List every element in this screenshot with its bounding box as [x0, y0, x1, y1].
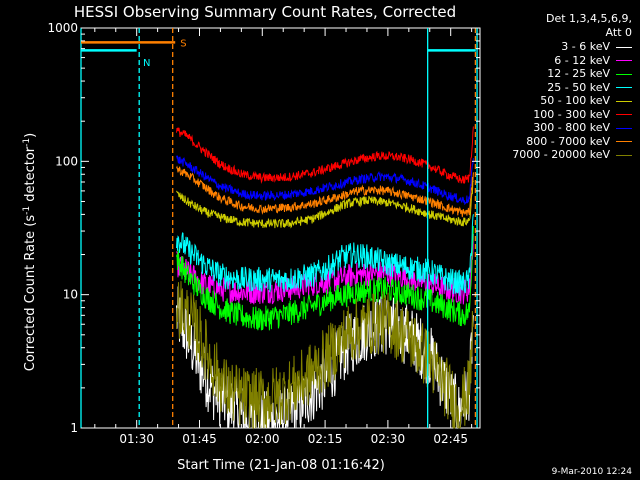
- series-line-5: [176, 126, 474, 184]
- legend-item-5: 100 - 300 keV: [533, 108, 632, 121]
- chart-title: HESSI Observing Summary Count Rates, Cor…: [74, 3, 456, 21]
- legend-swatch: [616, 60, 632, 61]
- series-line-2: [176, 225, 474, 331]
- series-line-3: [176, 214, 474, 296]
- legend-swatch: [616, 46, 632, 48]
- series-line-8: [176, 281, 474, 430]
- y-label-part-1: Corrected Count Rate (s: [23, 215, 38, 372]
- y-label-part-3: ): [23, 133, 38, 138]
- footer-date: 9-Mar-2010 12:24: [552, 467, 633, 477]
- legend-item-3: 25 - 50 keV: [547, 81, 632, 94]
- legend-swatch: [616, 87, 632, 88]
- legend-label: 6 - 12 keV: [554, 53, 610, 67]
- series-line-4: [176, 180, 474, 229]
- y-label-sup-1: -1: [22, 206, 32, 215]
- legend-item-2: 12 - 25 keV: [547, 67, 632, 80]
- legend-swatch: [616, 73, 632, 75]
- legend-item-8: 7000 - 20000 keV: [512, 148, 632, 161]
- x-tick-label-2: 02:00: [245, 432, 280, 446]
- legend-item-7: 800 - 7000 keV: [526, 135, 632, 148]
- legend-label: 3 - 6 keV: [561, 40, 610, 53]
- legend-swatch: [616, 141, 632, 142]
- series-line-7: [176, 165, 474, 218]
- legend-title-line-1: Det 1,3,4,5,6,9,: [545, 12, 632, 25]
- x-tick-label-4: 02:30: [371, 432, 406, 446]
- x-tick-label-1: 01:45: [182, 432, 217, 446]
- x-tick-label-5: 02:45: [433, 432, 468, 446]
- legend-label: 50 - 100 keV: [540, 94, 610, 107]
- legend-swatch: [616, 127, 632, 129]
- y-tick-label-2: 100: [55, 154, 78, 168]
- legend-label: 800 - 7000 keV: [526, 134, 610, 148]
- y-axis-label: Corrected Count Rate (s-1 detector-1): [22, 133, 38, 371]
- series-line-6: [176, 155, 474, 206]
- legend-item-6: 300 - 800 keV: [533, 121, 632, 134]
- legend-swatch: [616, 154, 632, 156]
- y-label-sup-2: -1: [22, 138, 32, 147]
- legend-label: 100 - 300 keV: [533, 107, 610, 121]
- legend-label: 300 - 800 keV: [533, 121, 610, 134]
- legend-item-4: 50 - 100 keV: [540, 94, 632, 107]
- x-axis-label: Start Time (21-Jan-08 01:16:42): [177, 458, 385, 473]
- legend-swatch: [616, 114, 632, 115]
- flag-label-1: S: [180, 38, 186, 49]
- legend-label: 7000 - 20000 keV: [512, 148, 610, 161]
- legend-title-line-2: Att 0: [605, 26, 632, 39]
- x-tick-label-0: 01:30: [119, 432, 154, 446]
- legend-item-0: 3 - 6 keV: [561, 40, 632, 53]
- y-tick-label-0: 1: [70, 421, 78, 435]
- y-label-part-2: detector: [23, 146, 38, 206]
- y-tick-label-1: 10: [63, 288, 78, 302]
- legend-item-1: 6 - 12 keV: [554, 54, 632, 67]
- x-tick-label-3: 02:15: [308, 432, 343, 446]
- legend-label: 25 - 50 keV: [547, 80, 610, 94]
- legend-label: 12 - 25 keV: [547, 67, 610, 80]
- flag-text-0: N: [143, 58, 150, 69]
- legend-swatch: [616, 100, 632, 102]
- y-tick-label-3: 1000: [47, 21, 78, 35]
